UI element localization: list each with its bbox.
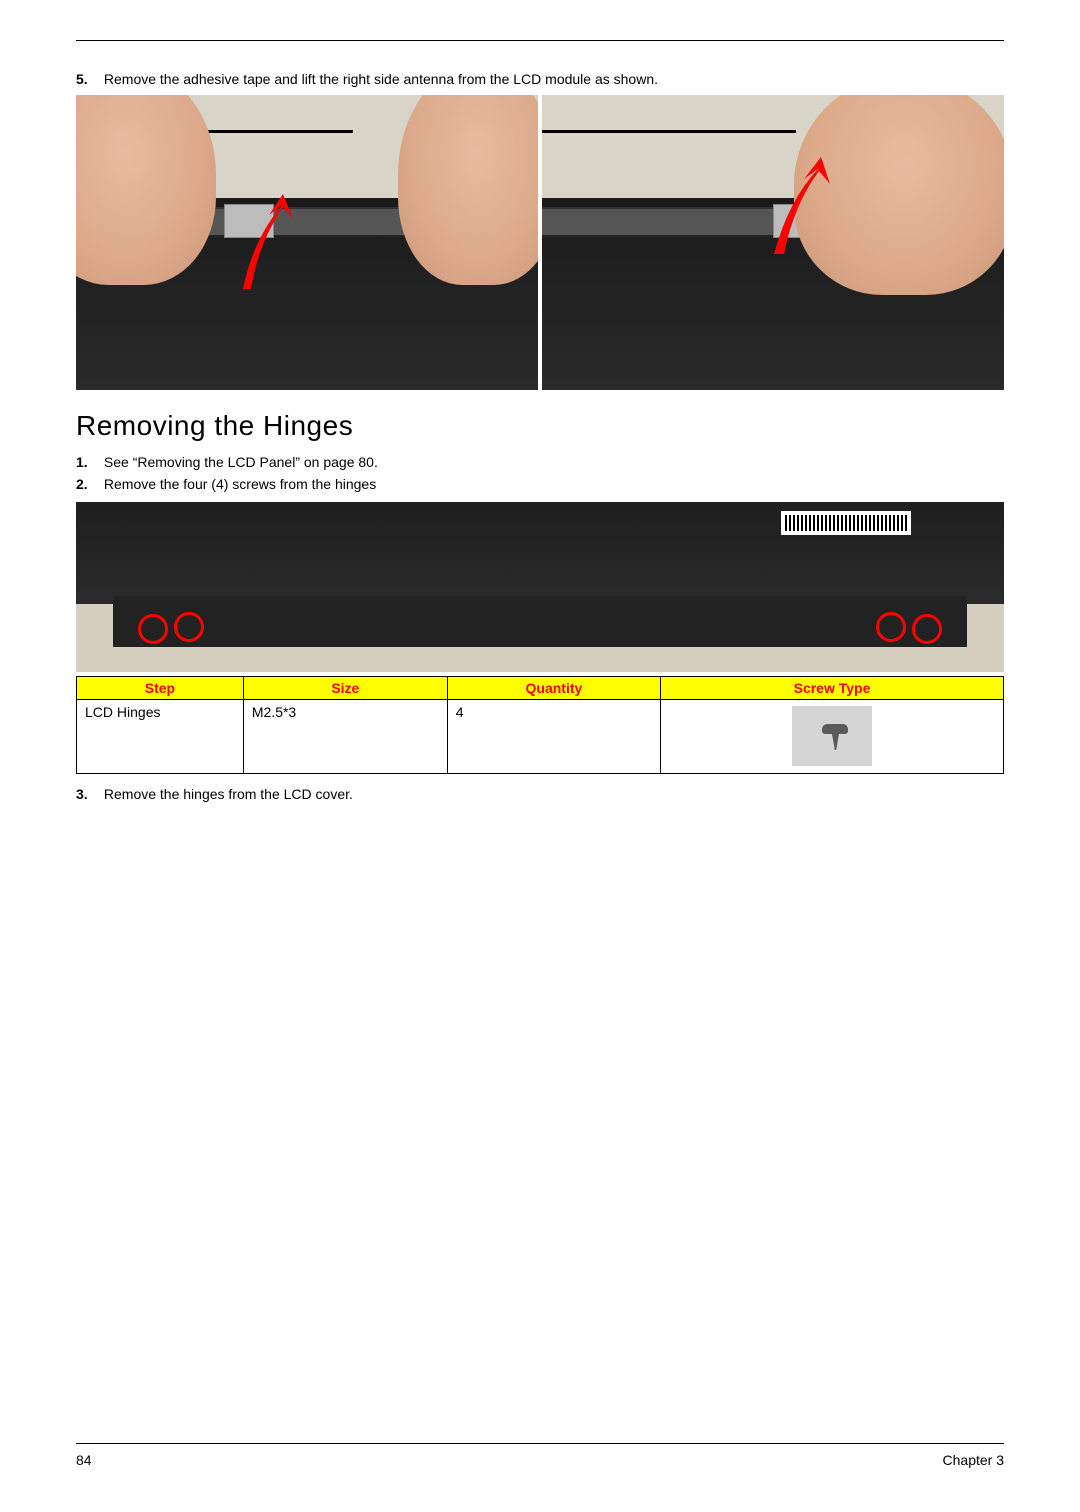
antenna-photo-row: [76, 95, 1004, 390]
hand-left: [76, 95, 216, 285]
screw-circle-icon: [138, 614, 168, 644]
section-title: Removing the Hinges: [76, 410, 1004, 442]
th-step: Step: [77, 677, 244, 700]
td-screw-type: [661, 700, 1004, 774]
th-screw-type: Screw Type: [661, 677, 1004, 700]
page-footer: 84 Chapter 3: [76, 1443, 1004, 1468]
td-step: LCD Hinges: [77, 700, 244, 774]
screw-table: Step Size Quantity Screw Type LCD Hinges…: [76, 676, 1004, 774]
hinge-step-1-number: 1.: [76, 454, 100, 470]
hinge-steps-list: 1. See “Removing the LCD Panel” on page …: [76, 454, 1004, 492]
screw-circle-icon: [912, 614, 942, 644]
antenna-photo-right: [542, 95, 1004, 390]
content-area: 5. Remove the adhesive tape and lift the…: [76, 41, 1004, 802]
barcode-label: [781, 511, 911, 535]
hinge-step-1-text: See “Removing the LCD Panel” on page 80.: [104, 454, 378, 470]
antenna-photo-left: [76, 95, 538, 390]
antenna-wire: [542, 130, 796, 133]
hinge-step-3-text: Remove the hinges from the LCD cover.: [104, 786, 353, 802]
td-quantity: 4: [447, 700, 660, 774]
lift-arrow-icon: [233, 189, 323, 299]
hinge-screws-photo: [76, 502, 1004, 672]
lift-arrow-icon: [764, 154, 854, 264]
screw-circle-icon: [876, 612, 906, 642]
screw-icon: [792, 706, 872, 766]
step-5-line: 5. Remove the adhesive tape and lift the…: [76, 71, 1004, 87]
hinge-step-3-number: 3.: [76, 786, 100, 802]
hinge-step-2-number: 2.: [76, 476, 100, 492]
step-5-text: Remove the adhesive tape and lift the ri…: [104, 71, 658, 87]
hinge-step-3: 3. Remove the hinges from the LCD cover.: [76, 786, 1004, 802]
th-quantity: Quantity: [447, 677, 660, 700]
hinge-step-2: 2. Remove the four (4) screws from the h…: [76, 476, 1004, 492]
step-5-number: 5.: [76, 71, 100, 87]
th-size: Size: [243, 677, 447, 700]
right-hinge: [828, 592, 948, 662]
left-hinge: [132, 592, 252, 662]
hinge-step-2-text: Remove the four (4) screws from the hing…: [104, 476, 376, 492]
chapter-label: Chapter 3: [943, 1452, 1004, 1468]
page-number: 84: [76, 1452, 92, 1468]
hinge-step-1: 1. See “Removing the LCD Panel” on page …: [76, 454, 1004, 470]
hand-right: [398, 95, 538, 285]
page-frame: 5. Remove the adhesive tape and lift the…: [76, 40, 1004, 1472]
screw-table-row: LCD Hinges M2.5*3 4: [77, 700, 1004, 774]
screw-circle-icon: [174, 612, 204, 642]
screw-table-header-row: Step Size Quantity Screw Type: [77, 677, 1004, 700]
td-size: M2.5*3: [243, 700, 447, 774]
